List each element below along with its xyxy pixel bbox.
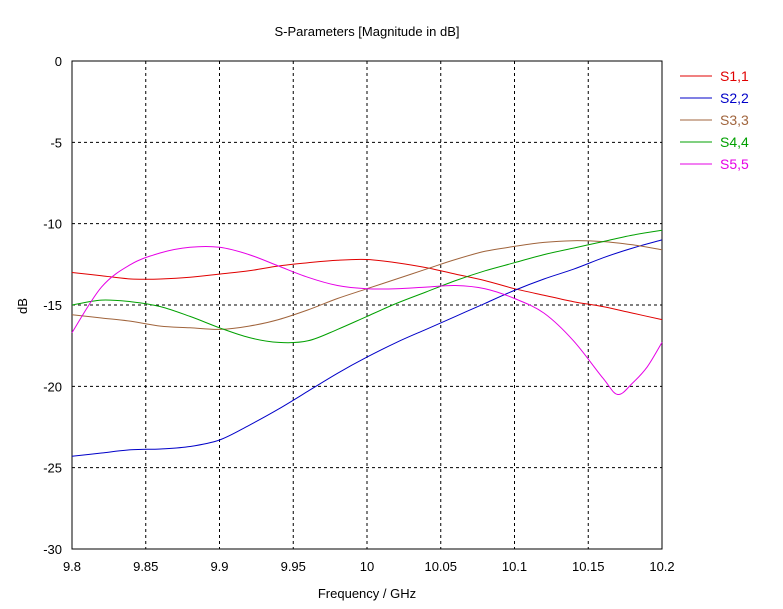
x-tick-label: 10.05 xyxy=(424,559,457,574)
y-tick-label: -15 xyxy=(43,298,62,313)
y-tick-label: -25 xyxy=(43,461,62,476)
x-tick-labels: 9.8 9.85 9.9 9.95 10 10.05 10.1 10.15 10.2 xyxy=(63,559,675,574)
y-tick-label: -5 xyxy=(50,135,62,150)
y-tick-label: -30 xyxy=(43,542,62,557)
series-line-S2-2 xyxy=(71,239,663,457)
x-tick-label: 9.9 xyxy=(210,559,228,574)
series-line-S4-4 xyxy=(71,229,663,344)
series-line-S1-1 xyxy=(71,258,663,321)
y-tick-labels: 0 -5 -10 -15 -20 -25 -30 xyxy=(43,54,62,557)
y-tick-label: 0 xyxy=(55,54,62,69)
legend-label: S3,3 xyxy=(720,112,749,128)
chart-title: S-Parameters [Magnitude in dB] xyxy=(275,24,460,39)
y-tick-label: -10 xyxy=(43,217,62,232)
y-tick-label: -20 xyxy=(43,379,62,394)
series-layer xyxy=(71,229,663,457)
x-axis-title: Frequency / GHz xyxy=(318,586,416,601)
x-tick-label: 10.1 xyxy=(502,559,527,574)
x-tick-label: 9.85 xyxy=(133,559,158,574)
grid xyxy=(72,61,662,549)
x-tick-label: 10.15 xyxy=(572,559,605,574)
x-tick-label: 10.2 xyxy=(649,559,674,574)
legend-label: S4,4 xyxy=(720,134,749,150)
legend: S1,1 S2,2 S3,3 S4,4 S5,5 xyxy=(680,68,749,172)
legend-label: S2,2 xyxy=(720,90,749,106)
x-tick-label: 9.95 xyxy=(281,559,306,574)
series-line-S5-5 xyxy=(71,245,663,396)
legend-label: S5,5 xyxy=(720,156,749,172)
x-tick-label: 9.8 xyxy=(63,559,81,574)
x-tick-label: 10 xyxy=(360,559,374,574)
legend-label: S1,1 xyxy=(720,68,749,84)
y-axis-title: dB xyxy=(15,298,30,314)
